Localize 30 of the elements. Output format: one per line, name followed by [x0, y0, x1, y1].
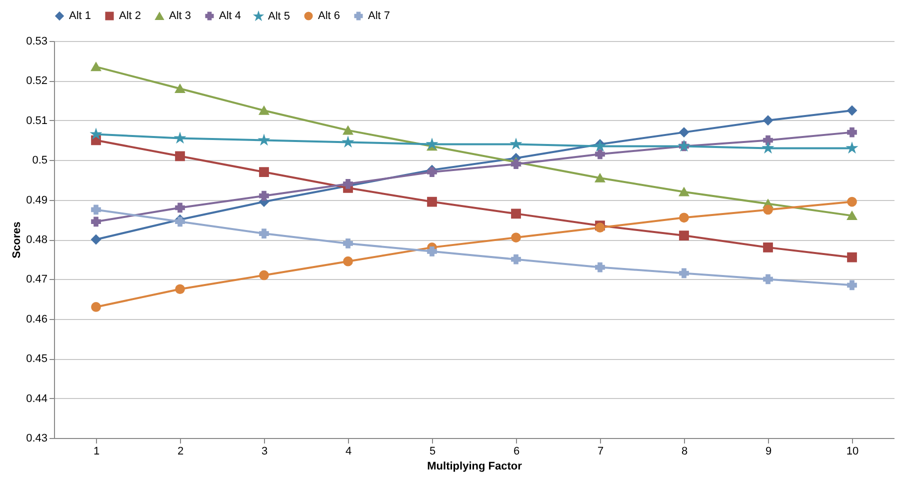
x-tick-label: 1 [93, 446, 100, 458]
x-tick-label: 7 [597, 446, 604, 458]
y-tick-label: 0.45 [26, 353, 48, 366]
legend-label: Alt 6 [318, 10, 340, 22]
x-tick-label: 9 [765, 446, 772, 458]
x-axis-title: Multiplying Factor [427, 460, 523, 472]
x-tick-label: 6 [513, 446, 520, 458]
legend-label: Alt 4 [219, 10, 242, 22]
x-tick-label: 5 [429, 446, 436, 458]
y-tick-label: 0.5 [32, 154, 48, 167]
x-tick-label: 10 [846, 446, 859, 458]
y-axis-title: Scores [11, 222, 24, 258]
y-tick-label: 0.44 [26, 392, 48, 405]
x-tick-label: 2 [177, 446, 184, 458]
x-tick-label: 8 [681, 446, 688, 458]
x-tick-label: 4 [345, 446, 352, 458]
y-tick-label: 0.47 [26, 274, 48, 286]
y-tick-label: 0.43 [26, 432, 48, 444]
x-tick-label: 3 [261, 446, 268, 458]
legend-label: Alt 2 [119, 10, 142, 22]
y-tick-label: 0.49 [26, 194, 48, 206]
legend-label: Alt 1 [69, 10, 92, 22]
y-tick-label: 0.51 [26, 114, 48, 127]
y-tick-label: 0.48 [26, 234, 48, 246]
y-tick-label: 0.53 [26, 36, 48, 48]
y-tick-label: 0.46 [26, 313, 48, 326]
y-tick-label: 0.52 [26, 75, 48, 88]
legend-label: Alt 7 [368, 10, 390, 22]
legend-label: Alt 5 [268, 10, 290, 22]
legend-label: Alt 3 [169, 10, 192, 22]
